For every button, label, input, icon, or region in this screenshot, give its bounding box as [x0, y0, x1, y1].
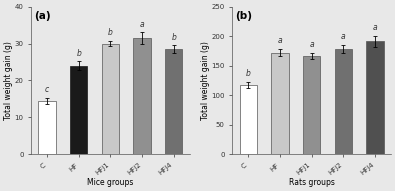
X-axis label: Mice groups: Mice groups [87, 178, 134, 187]
Text: b: b [76, 49, 81, 57]
Bar [70, 66, 87, 154]
Bar [271, 53, 289, 154]
Bar [239, 85, 257, 154]
Text: b: b [171, 33, 176, 42]
Text: b: b [108, 28, 113, 37]
X-axis label: Rats groups: Rats groups [289, 178, 335, 187]
Text: b: b [246, 70, 251, 79]
Bar [366, 41, 384, 154]
Text: c: c [45, 85, 49, 94]
Text: (b): (b) [235, 11, 252, 21]
Bar [165, 49, 182, 154]
Bar [335, 49, 352, 154]
Text: a: a [372, 23, 377, 32]
Text: (a): (a) [34, 11, 51, 21]
Text: a: a [278, 36, 282, 45]
Bar [134, 38, 151, 154]
Y-axis label: Total weight gain (g): Total weight gain (g) [201, 41, 210, 120]
Bar [303, 56, 320, 154]
Bar [38, 101, 56, 154]
Bar [102, 44, 119, 154]
Text: a: a [309, 40, 314, 49]
Y-axis label: Total weight gain (g): Total weight gain (g) [4, 41, 13, 120]
Text: a: a [341, 32, 346, 41]
Text: a: a [140, 20, 145, 29]
